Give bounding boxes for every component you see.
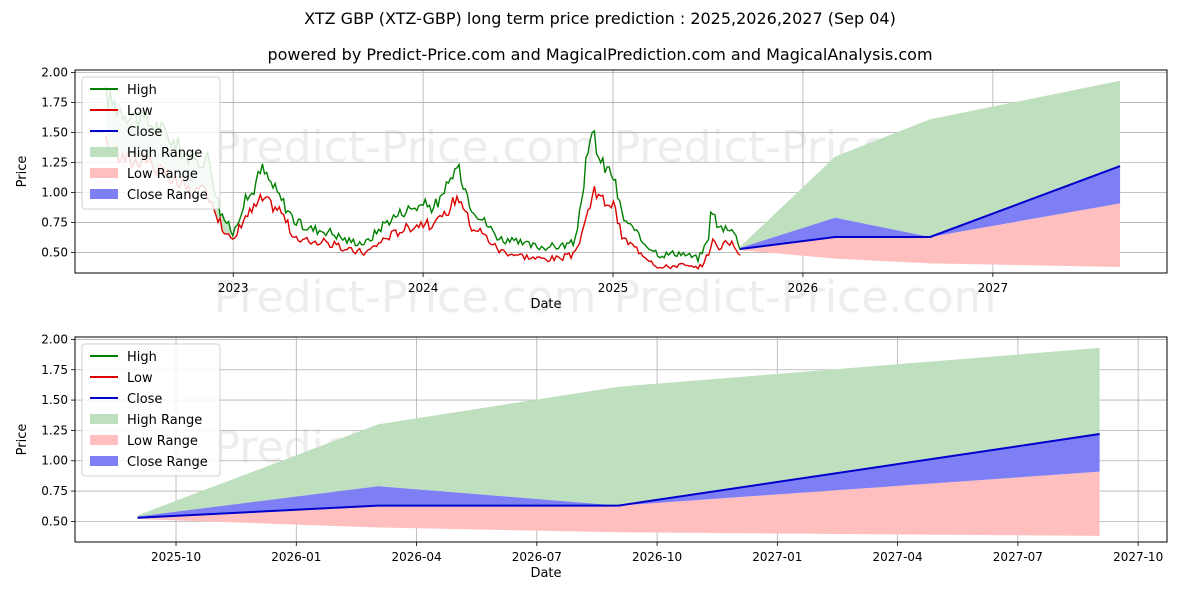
x-tick-label: 2023 (218, 281, 249, 295)
x-tick-label: 2027 (978, 281, 1009, 295)
x-tick-label: 2027-01 (752, 550, 802, 564)
high-range-area (137, 347, 1100, 517)
y-tick-label: 1.00 (41, 186, 68, 200)
x-axis-label: Date (530, 297, 561, 312)
y-tick-label: 1.75 (41, 363, 68, 377)
y-tick-label: 1.00 (41, 454, 68, 468)
x-tick-label: 2024 (408, 281, 439, 295)
low-range-area (137, 471, 1100, 536)
y-tick-label: 1.25 (41, 423, 68, 437)
x-tick-label: 2025-10 (151, 550, 201, 564)
legend-label: High Range (127, 146, 202, 161)
x-tick-label: 2026-04 (391, 550, 441, 564)
plot-area (137, 347, 1100, 536)
high-range-area (740, 80, 1121, 248)
panel-top: Predict-Price.com Predict-Price.com Predic… (15, 65, 1168, 323)
y-tick-label: 0.75 (41, 484, 68, 498)
legend-swatch-patch (90, 147, 118, 157)
x-tick-label: 2026 (788, 281, 819, 295)
watermark-text: Predict-Price.com (214, 122, 597, 173)
legend-label: High (127, 350, 157, 365)
close-series-line (740, 165, 1121, 250)
y-tick-label: 2.00 (41, 65, 68, 79)
axes-frame (74, 69, 1168, 274)
y-tick-label: 0.50 (41, 514, 68, 528)
legend-label: Close (127, 392, 162, 407)
chart-subtitle: powered by Predict-Price.com and Magical… (267, 45, 933, 64)
x-axis-label: Date (530, 566, 561, 581)
x-tick-label: 2026-10 (632, 550, 682, 564)
legend-swatch-patch (90, 168, 118, 178)
x-tick-label: 2025 (598, 281, 629, 295)
y-axis-label: Price (15, 424, 30, 456)
low-range-area (740, 203, 1121, 267)
legend-label: Low Range (127, 434, 198, 449)
legend-label: Close Range (127, 188, 208, 203)
watermark-text: Predict-Price.com (214, 272, 597, 323)
x-tick-label: 2027-07 (993, 550, 1043, 564)
y-tick-label: 1.50 (41, 125, 68, 139)
chart-title: XTZ GBP (XTZ-GBP) long term price predic… (304, 9, 896, 28)
x-tick-label: 2027-04 (873, 550, 923, 564)
y-tick-label: 2.00 (41, 332, 68, 346)
y-tick-label: 1.75 (41, 95, 68, 109)
x-tick-label: 2026-01 (271, 550, 321, 564)
legend-swatch-patch (90, 456, 118, 466)
y-axis-label: Price (15, 156, 30, 188)
close-series-line (137, 433, 1100, 519)
legend-label: Low (127, 104, 153, 119)
legend: High Low Close High Range Low Range Close Ran… (81, 76, 221, 210)
legend-swatch-patch (90, 414, 118, 424)
close-range-area (740, 166, 1121, 249)
watermark-text: Predict-Price.com (614, 272, 997, 323)
legend-label: Low (127, 371, 153, 386)
legend-label: Close Range (127, 455, 208, 470)
legend: High Low Close High Range Low Range Close Ran… (81, 343, 221, 477)
close-range-area (137, 434, 1100, 518)
legend-label: High (127, 83, 157, 98)
legend-label: High Range (127, 413, 202, 428)
legend-label: Close (127, 125, 162, 140)
x-tick-label: 2026-07 (512, 550, 562, 564)
y-tick-label: 0.75 (41, 216, 68, 230)
y-tick-label: 1.50 (41, 393, 68, 407)
axes-frame (74, 336, 1168, 543)
legend-label: Low Range (127, 167, 198, 182)
panel-bottom: Predict-Price.comPredict-Price.com0.500.… (15, 332, 1168, 581)
x-tick-label: 2027-10 (1113, 550, 1163, 564)
legend-swatch-patch (90, 189, 118, 199)
legend-swatch-patch (90, 435, 118, 445)
y-tick-label: 0.50 (41, 246, 68, 260)
y-tick-label: 1.25 (41, 155, 68, 169)
